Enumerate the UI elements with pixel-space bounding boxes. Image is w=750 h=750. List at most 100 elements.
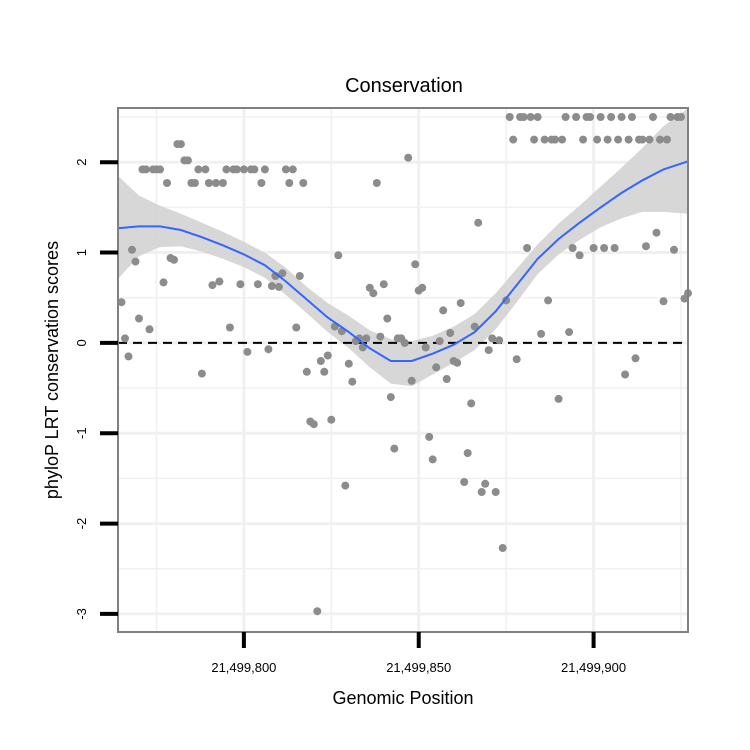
data-point: [572, 113, 581, 121]
data-point: [274, 282, 283, 291]
data-point: [183, 156, 192, 165]
data-point: [589, 244, 598, 252]
confidence-band: [118, 108, 688, 387]
data-point: [477, 488, 486, 496]
data-point: [323, 351, 332, 360]
data-point: [586, 113, 595, 121]
data-point: [481, 479, 490, 488]
data-point: [670, 245, 678, 254]
data-point: [540, 135, 549, 144]
data-point: [530, 135, 539, 144]
data-point: [617, 113, 626, 121]
data-point: [603, 135, 612, 144]
data-point: [523, 244, 532, 252]
data-point: [124, 352, 133, 361]
data-point: [201, 165, 210, 174]
data-point: [159, 278, 168, 287]
data-point: [435, 337, 444, 346]
data-point: [446, 329, 455, 337]
data-point: [208, 281, 217, 290]
data-point: [215, 277, 224, 286]
data-point: [404, 153, 413, 162]
data-point: [537, 329, 546, 338]
data-point: [243, 347, 252, 356]
data-point: [491, 488, 500, 496]
data-point: [614, 135, 623, 144]
data-point: [421, 343, 430, 352]
data-point: [232, 165, 241, 174]
data-point: [222, 165, 231, 174]
data-point: [341, 481, 350, 490]
data-point: [281, 165, 290, 174]
data-point: [250, 165, 259, 174]
scatter-points: [117, 113, 692, 616]
data-point: [121, 334, 129, 343]
data-point: [302, 367, 311, 376]
y-tick-label: 2: [74, 159, 89, 166]
data-point: [142, 165, 150, 174]
data-point: [316, 357, 325, 365]
data-point: [369, 289, 378, 298]
y-tick-label: -3: [74, 608, 89, 620]
data-point: [442, 375, 451, 383]
data-point: [568, 244, 577, 252]
data-point: [638, 135, 647, 144]
data-point: [488, 334, 497, 343]
y-axis-title: phyloP LRT conservation scores: [42, 241, 62, 499]
data-point: [400, 338, 409, 347]
data-point: [551, 135, 560, 144]
data-point: [295, 272, 304, 280]
data-point: [411, 260, 420, 269]
data-point: [561, 113, 570, 121]
data-point: [135, 314, 143, 323]
data-point: [204, 179, 213, 187]
y-tick-label: -1: [74, 427, 89, 439]
data-point: [218, 179, 227, 187]
data-point: [236, 280, 245, 289]
data-point: [663, 135, 671, 144]
data-point: [355, 334, 364, 343]
data-point: [348, 377, 357, 386]
y-tick-label: 1: [74, 249, 89, 256]
data-point: [309, 420, 318, 429]
data-point: [432, 363, 441, 372]
data-point: [407, 376, 416, 385]
data-point: [575, 251, 584, 260]
x-axis-title: Genomic Position: [332, 688, 473, 708]
data-point: [379, 280, 388, 289]
data-point: [428, 455, 437, 464]
data-point: [470, 322, 479, 331]
x-tick-label: 21,499,850: [386, 660, 451, 675]
data-point: [197, 369, 206, 378]
data-point: [145, 325, 154, 334]
data-point: [334, 251, 343, 260]
data-point: [467, 399, 476, 408]
x-tick-label: 21,499,800: [211, 660, 276, 675]
grid-lines: [118, 108, 688, 632]
data-point: [439, 306, 448, 315]
data-point: [131, 257, 140, 266]
data-point: [190, 179, 199, 187]
data-point: [376, 332, 385, 341]
data-point: [600, 244, 609, 252]
y-axis: 2 1 0 -1 -2 -3: [74, 159, 118, 620]
data-point: [610, 244, 619, 252]
data-point: [533, 113, 542, 121]
data-point: [278, 269, 287, 278]
data-point: [453, 358, 462, 367]
smooth-line-group: [117, 160, 689, 362]
data-point: [313, 607, 322, 616]
data-point: [267, 282, 276, 290]
data-point: [624, 135, 633, 144]
data-point: [512, 355, 521, 364]
data-point: [474, 218, 483, 227]
data-point: [596, 113, 605, 121]
data-point: [260, 165, 269, 174]
data-point: [163, 179, 171, 187]
data-point: [526, 113, 535, 121]
data-point: [579, 135, 588, 144]
x-tick-label: 21,499,900: [561, 660, 626, 675]
data-point: [495, 336, 504, 345]
data-point: [264, 345, 273, 354]
